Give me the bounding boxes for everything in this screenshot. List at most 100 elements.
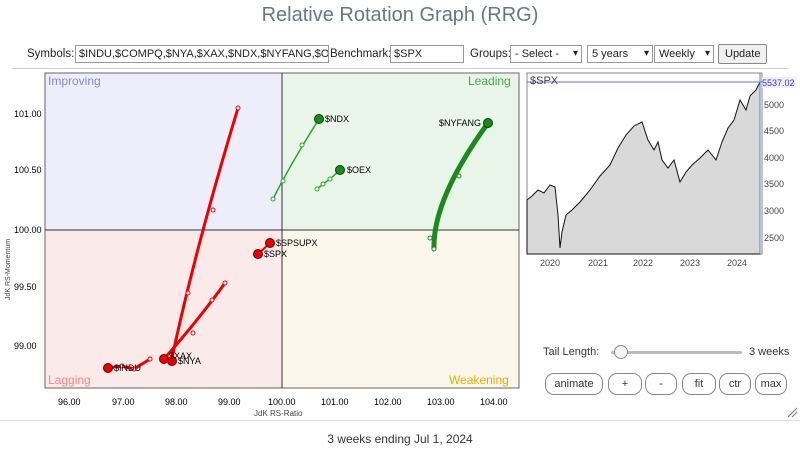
tail-point <box>131 366 137 372</box>
benchmark-input[interactable]: $SPX <box>390 45 464 63</box>
toolbar: Symbols: $INDU,$COMPQ,$NYA,$XAX,$NDX,$NY… <box>0 43 800 65</box>
x-tick: 98.00 <box>165 397 188 407</box>
mini-x-tick: 2022 <box>633 258 653 268</box>
mini-x-tick: 2020 <box>540 258 560 268</box>
quadrant-lagging <box>45 230 282 388</box>
benchmark-label: Benchmark: <box>330 48 392 60</box>
tail-point <box>119 363 125 369</box>
y-tick: 100.50 <box>14 165 42 175</box>
tail-point <box>320 181 326 187</box>
fit-button[interactable]: fit <box>682 373 716 395</box>
groups-label: Groups: <box>470 48 511 60</box>
y-tick: 100.00 <box>14 225 42 235</box>
x-tick: 97.00 <box>112 397 135 407</box>
tail-point <box>209 297 215 303</box>
tail-ndx <box>272 118 320 200</box>
mini-y-tick: 2500 <box>764 233 784 243</box>
mini-y-tick: 4000 <box>764 153 784 163</box>
label-improving: Improving <box>48 74 101 88</box>
resize-handle-icon[interactable] <box>786 406 798 418</box>
tail-point <box>185 290 191 296</box>
y-tick: 99.00 <box>14 341 37 351</box>
label-spsupx: $SPSUPX <box>276 238 318 248</box>
x-tick: 99.00 <box>218 397 241 407</box>
label-xax: $XAX <box>169 351 192 361</box>
mini-y-tick: 3000 <box>764 206 784 216</box>
mini-y-tick: 5000 <box>764 100 784 110</box>
mini-y-tick: 4500 <box>764 126 784 136</box>
label-weakening: Weakening <box>449 373 509 387</box>
update-button[interactable]: Update <box>718 44 768 64</box>
marker-spx[interactable] <box>253 249 263 259</box>
label-nya: $NYA <box>178 356 201 366</box>
marker-oex[interactable] <box>335 165 345 175</box>
x-tick: 104.00 <box>480 397 508 407</box>
quadrant-weakening <box>282 230 519 388</box>
tail-point <box>147 356 153 362</box>
tail-point <box>270 196 276 202</box>
max-button[interactable]: max <box>755 373 787 395</box>
label-oex: $OEX <box>347 165 371 175</box>
groups-select[interactable]: - Select - <box>510 45 582 63</box>
zoom-in-button[interactable]: + <box>608 373 642 395</box>
animate-button[interactable]: animate <box>545 373 603 395</box>
mini-chart-last-value: 5537.02 <box>762 78 795 88</box>
label-lagging: Lagging <box>48 373 91 387</box>
symbols-input[interactable]: $INDU,$COMPQ,$NYA,$XAX,$NDX,$NYFANG,$O <box>75 45 329 63</box>
marker-spsupx[interactable] <box>265 238 275 248</box>
rrg-chart[interactable]: Improving Leading Lagging Weakening 101.… <box>0 0 800 420</box>
page-title: Relative Rotation Graph (RRG) <box>261 4 539 26</box>
x-tick: 102.00 <box>374 397 402 407</box>
tail-point <box>280 178 286 184</box>
marker-nya[interactable] <box>167 356 177 366</box>
mini-y-tick: 3500 <box>764 179 784 189</box>
x-tick: 103.00 <box>427 397 455 407</box>
y-tick: 101.00 <box>14 109 42 119</box>
marker-nyfang[interactable] <box>483 118 493 128</box>
marker-ndx[interactable] <box>314 114 324 124</box>
tail-point <box>456 173 462 179</box>
symbols-label: Symbols: <box>27 48 75 60</box>
label-spx-stack: $SPX <box>264 249 287 259</box>
label-ndx: $NDX <box>325 114 349 124</box>
tail-indu <box>107 357 151 371</box>
tail-point <box>190 330 196 336</box>
mini-x-tick: 2021 <box>588 258 608 268</box>
panel-divider <box>12 68 788 421</box>
tail-oex <box>316 169 341 190</box>
footer-divider <box>0 420 800 421</box>
tail-point <box>299 142 305 148</box>
mini-chart-last-box <box>762 77 796 88</box>
x-tick: 100.00 <box>268 397 296 407</box>
x-tick: 96.00 <box>58 397 81 407</box>
mini-x-tick: 2023 <box>680 258 700 268</box>
center-button[interactable]: ctr <box>719 373 751 395</box>
tail-point <box>235 105 241 111</box>
tail-point <box>431 246 437 252</box>
tail-length-slider[interactable] <box>611 351 742 354</box>
label-leading: Leading <box>468 74 511 88</box>
tail-nyfang <box>431 121 491 251</box>
y-axis-label: JdK RS-Momentum <box>5 239 12 300</box>
mini-chart-label: $SPX <box>530 75 559 87</box>
tail-point <box>222 280 228 286</box>
quadrant-leading <box>282 73 519 230</box>
footer-date-range: 3 weeks ending Jul 1, 2024 <box>327 432 473 446</box>
zoom-out-button[interactable]: - <box>645 373 677 395</box>
x-tick: 101.00 <box>321 397 349 407</box>
interval-select[interactable]: Weekly <box>654 45 714 63</box>
y-tick: 99.50 <box>14 282 37 292</box>
quadrant-improving <box>45 73 282 230</box>
tail-length-value: 3 weeks <box>749 346 790 358</box>
tail-point <box>314 186 320 192</box>
mini-x-tick: 2024 <box>727 258 747 268</box>
mini-chart-price <box>526 81 761 255</box>
label-nyfang: $NYFANG <box>439 118 481 128</box>
label-indu: $INDU <box>114 363 141 373</box>
marker-indu[interactable] <box>103 363 113 373</box>
tail-point <box>427 235 433 241</box>
tail-length-slider-thumb[interactable] <box>614 345 628 359</box>
period-select[interactable]: 5 years <box>587 45 653 63</box>
tail-length-label: Tail Length: <box>543 346 600 358</box>
tail-xax <box>162 282 227 360</box>
